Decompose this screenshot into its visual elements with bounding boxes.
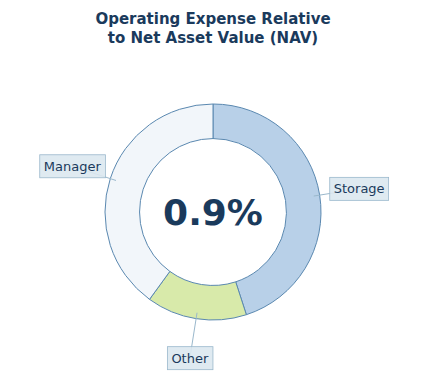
slice-label: Other bbox=[171, 351, 209, 366]
slice-label: Storage bbox=[334, 181, 385, 196]
label-box bbox=[167, 347, 213, 370]
title: Operating Expense Relativeto Net Asset V… bbox=[95, 10, 330, 47]
donut bbox=[105, 104, 321, 320]
label-box bbox=[330, 177, 389, 200]
center-text: 0.9% bbox=[163, 192, 263, 233]
title-line: to Net Asset Value (NAV) bbox=[108, 29, 318, 47]
label-box bbox=[40, 155, 106, 178]
title-line: Operating Expense Relative bbox=[95, 10, 330, 28]
slice-label: Manager bbox=[44, 159, 102, 174]
chart: Operating Expense Relativeto Net Asset V… bbox=[0, 0, 426, 382]
labels: Storage Other Manager bbox=[40, 155, 389, 370]
